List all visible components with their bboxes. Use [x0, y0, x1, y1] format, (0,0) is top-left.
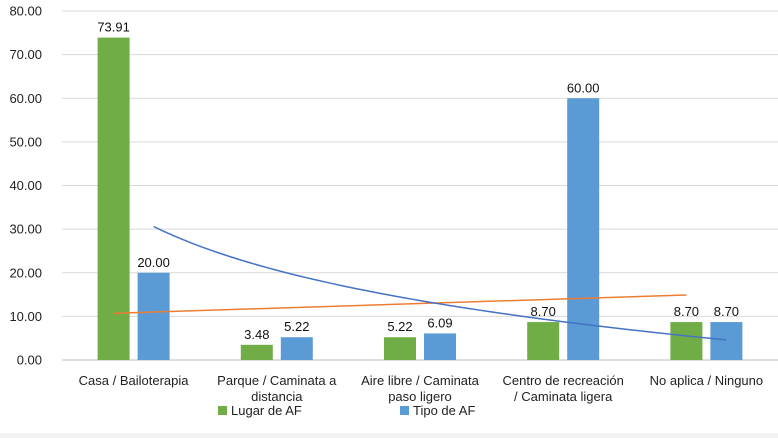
data-label: 5.22 [387, 319, 412, 334]
legend-label: Tipo de AF [413, 403, 475, 418]
legend-swatch [400, 406, 409, 415]
bar-tipo-3 [567, 98, 600, 360]
data-label: 8.70 [714, 304, 739, 319]
y-tick-label: 50.00 [9, 134, 42, 149]
bars [97, 37, 743, 360]
bar-lugar-1 [240, 344, 273, 360]
y-tick-label: 60.00 [9, 91, 42, 106]
y-tick-label: 20.00 [9, 265, 42, 280]
bar-tipo-2 [424, 333, 456, 360]
y-tick-label: 40.00 [9, 178, 42, 193]
legend-item: Lugar de AF [218, 403, 302, 418]
data-label: 3.48 [244, 327, 269, 342]
data-label: 8.70 [674, 304, 699, 319]
bar-lugar-0 [97, 37, 130, 360]
y-tick-label: 70.00 [9, 47, 42, 62]
y-tick-label: 10.00 [9, 309, 42, 324]
bar-lugar-2 [384, 337, 416, 360]
data-label: 60.00 [567, 80, 600, 95]
legend-item: Tipo de AF [400, 403, 475, 418]
x-category-label: Casa / Bailoterapia [79, 373, 190, 388]
y-axis-tick-labels: 0.00 10.00 20.00 30.00 40.00 50.00 60.00 70.00 8… [9, 4, 42, 368]
legend-swatch [218, 406, 227, 415]
legend-label: Lugar de AF [231, 403, 302, 418]
bar-tipo-4 [710, 322, 743, 360]
trendline-logarithmic [153, 225, 727, 341]
data-label: 6.09 [427, 315, 452, 330]
x-category-label: Parque / Caminata a distancia [217, 373, 337, 404]
data-labels: 73.91 20.00 3.48 5.22 5.22 6.09 8.70 60.00 8.70 8… [97, 20, 739, 342]
legend: Lugar de AF Tipo de AF [218, 403, 475, 418]
trendline-linear [113, 294, 687, 315]
x-category-label: No aplica / Ninguno [650, 373, 763, 388]
bar-lugar-3 [527, 322, 560, 360]
gridlines [62, 10, 778, 361]
y-tick-label: 30.00 [9, 222, 42, 237]
trendlines [113, 225, 727, 341]
data-label: 20.00 [137, 255, 170, 270]
data-label: 8.70 [531, 304, 556, 319]
bar-tipo-1 [280, 337, 313, 360]
category-labels: Casa / Bailoterapia Parque / Caminata a di… [79, 373, 763, 404]
x-category-label: Centro de recreación / Caminata ligera [502, 373, 623, 404]
x-category-label: Aire libre / Caminata paso ligero [361, 373, 480, 404]
bar-tipo-0 [137, 272, 170, 360]
y-tick-label: 0.00 [17, 353, 42, 368]
bar-lugar-4 [670, 322, 703, 360]
data-label: 5.22 [284, 319, 309, 334]
y-tick-label: 80.00 [9, 4, 42, 19]
bottom-strip [0, 433, 778, 438]
data-label: 73.91 [97, 20, 130, 35]
